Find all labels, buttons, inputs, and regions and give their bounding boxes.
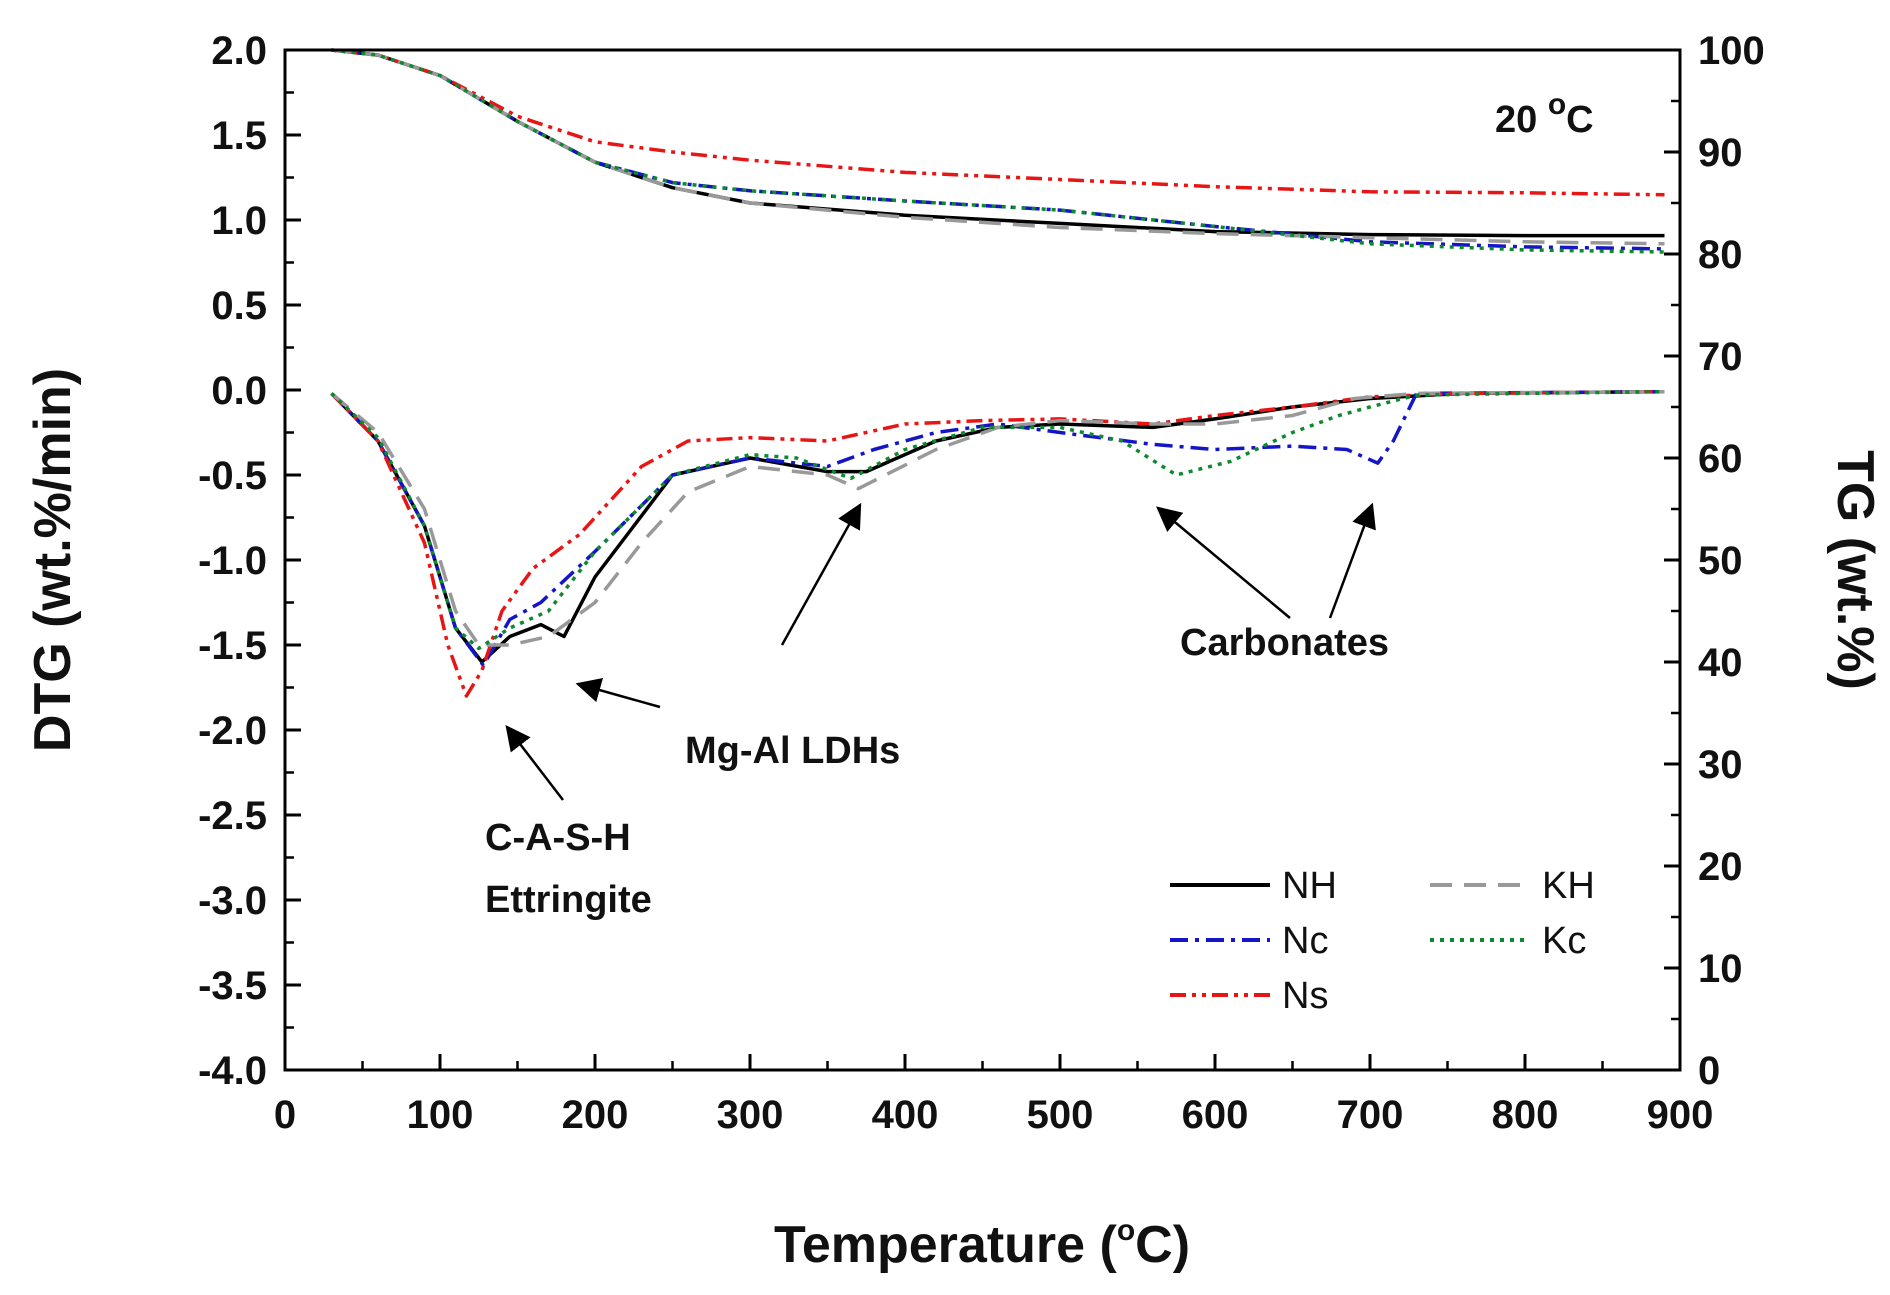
annotation-cash: C-A-S-H (485, 817, 631, 859)
y-right-tick-label: 70 (1698, 335, 1743, 379)
x-axis-title: Temperature (oC) (774, 1214, 1190, 1274)
y-left-tick-label: -3.0 (198, 879, 267, 923)
legend-label-ns: Ns (1282, 975, 1328, 1017)
y-right-tick-label: 90 (1698, 131, 1743, 175)
y-right-tick-label: 60 (1698, 437, 1743, 481)
y-left-tick-label: 0.5 (211, 284, 267, 328)
x-tick-label: 300 (717, 1093, 784, 1137)
tg-line-kc (331, 48, 1665, 254)
legend: NH Nc Ns KH Kc (1170, 865, 1595, 1017)
x-tick-label: 500 (1027, 1093, 1094, 1137)
y-left-tick-label: 2.0 (211, 29, 267, 73)
y-left-tick-label: -0.5 (198, 454, 267, 498)
y-left-tick-label: -1.5 (198, 624, 267, 668)
x-tick-label: 900 (1647, 1093, 1714, 1137)
x-tick-label: 0 (274, 1093, 296, 1137)
y-right-tick-label: 30 (1698, 743, 1743, 787)
y-left-axis-title: DTG (wt.%/min) (24, 368, 82, 752)
arrow-ldh (575, 678, 661, 709)
legend-label-nh: NH (1282, 865, 1337, 907)
y-left-tick-label: -2.0 (198, 709, 267, 753)
x-tick-label: 600 (1182, 1093, 1249, 1137)
y-left-tick-label: 1.5 (211, 114, 267, 158)
y-left-tick-label: -1.0 (198, 539, 267, 583)
y-right-tick-label: 80 (1698, 233, 1743, 277)
y-left-tick-label: -2.5 (198, 794, 267, 838)
y-right-tick-label: 40 (1698, 641, 1743, 685)
legend-label-kc: Kc (1542, 920, 1586, 962)
y-left-tick-label: 0.0 (211, 369, 267, 413)
y-right-axis-title: TG (wt.%) (1826, 450, 1884, 690)
y-right-tick-label: 0 (1698, 1049, 1720, 1093)
dtg-line-ns (330, 389, 1665, 698)
condition-label: 20 oC (1495, 88, 1594, 141)
arrow-cash (505, 725, 564, 801)
x-tick-label: 800 (1492, 1093, 1559, 1137)
arrow-carbonates-1 (1156, 506, 1291, 619)
legend-label-kh: KH (1542, 865, 1595, 907)
annotation-ettringite: Ettringite (485, 879, 652, 921)
y-right-tick-label: 10 (1698, 947, 1743, 991)
x-tick-label: 400 (872, 1093, 939, 1137)
y-right-tick-label: 100 (1698, 29, 1765, 73)
annotation-carbonates: Carbonates (1180, 622, 1389, 664)
annotation-ldh: Mg-Al LDHs (685, 730, 900, 772)
x-tick-label: 200 (562, 1093, 629, 1137)
y-left-tick-label: 1.0 (211, 199, 267, 243)
legend-label-nc: Nc (1282, 920, 1328, 962)
dtg-line-nc (330, 389, 1665, 668)
y-left-tick-label: -4.0 (198, 1049, 267, 1093)
ticks-layer: 0 100 200 300 400 500 600 700 800 9002.01.51.00.5… (198, 29, 1765, 1137)
arrow-ldh-2 (780, 502, 862, 646)
y-right-tick-label: 50 (1698, 539, 1743, 583)
dtg-line-kh (330, 389, 1665, 647)
x-tick-label: 700 (1337, 1093, 1404, 1137)
x-tick-label: 100 (407, 1093, 474, 1137)
series-layer (330, 48, 1665, 698)
arrow-carbonates-2 (1328, 502, 1376, 619)
tg-line-ns (331, 48, 1665, 197)
dtg-line-kc (330, 389, 1665, 651)
y-right-tick-label: 20 (1698, 845, 1743, 889)
y-left-tick-label: -3.5 (198, 964, 267, 1008)
